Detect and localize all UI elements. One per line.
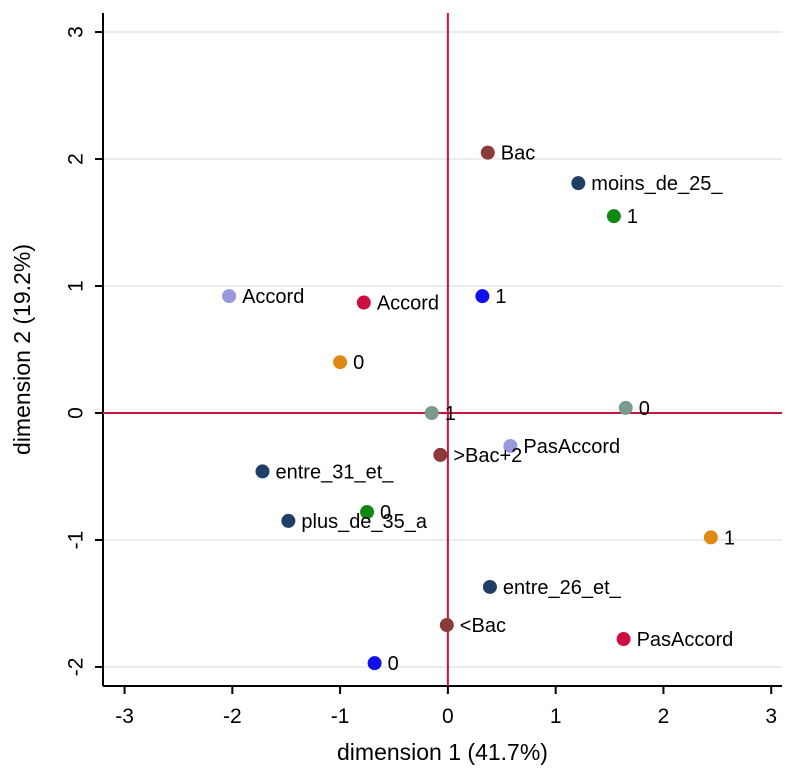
- data-point-label: Accord: [242, 286, 304, 308]
- data-point: [571, 176, 586, 191]
- data-point: [433, 447, 448, 462]
- data-point-label: moins_de_25_: [591, 173, 723, 195]
- data-point: [475, 289, 490, 304]
- data-point: [703, 530, 718, 545]
- data-point-label: >Bac+2: [453, 445, 522, 467]
- data-point-label: entre_31_et_: [276, 461, 395, 483]
- y-tick-label: -2: [65, 658, 88, 677]
- data-point: [424, 405, 439, 420]
- data-point-label: entre_26_et_: [503, 577, 622, 599]
- data-point-label: Bac: [501, 143, 535, 165]
- x-tick-label: 0: [442, 705, 454, 728]
- data-point-label: 0: [380, 502, 391, 524]
- data-point: [503, 439, 518, 454]
- x-tick-label: 1: [550, 705, 562, 728]
- y-tick-label: 1: [65, 280, 88, 292]
- data-point: [606, 209, 621, 224]
- data-point-label: 0: [639, 398, 650, 420]
- data-point-label: 0: [388, 653, 399, 675]
- data-points: Bac moins_de_25_ 1 Accord Accord 1 0 1 0 PasAccor…: [222, 143, 735, 675]
- data-point-label: 1: [445, 403, 456, 425]
- y-axis-title: dimension 2 (19.2%): [9, 244, 35, 455]
- tick-marks: -2 -1 0 1 2 3 -3 -2 -1 0 1 2 3: [65, 26, 778, 728]
- data-point-label: 0: [353, 352, 364, 374]
- grid-lines: [103, 31, 782, 668]
- data-point: [356, 295, 371, 310]
- data-point-label: PasAccord: [637, 629, 734, 651]
- x-tick-label: -1: [331, 705, 350, 728]
- y-tick-label: -1: [65, 531, 88, 550]
- x-tick-label: 3: [765, 705, 777, 728]
- data-point: [480, 145, 495, 160]
- data-point-label: PasAccord: [523, 436, 620, 458]
- reference-lines: [103, 13, 782, 686]
- y-tick-label: 0: [65, 407, 88, 419]
- data-point: [360, 505, 375, 520]
- data-point-label: <Bac: [460, 615, 506, 637]
- axes: [102, 13, 782, 687]
- x-tick-label: -2: [223, 705, 242, 728]
- data-point: [618, 400, 633, 415]
- data-point-label: plus_de_35_a: [301, 511, 428, 533]
- data-point: [439, 618, 454, 633]
- data-point: [255, 464, 270, 479]
- data-point: [616, 632, 631, 647]
- data-point: [482, 579, 497, 594]
- data-point-label: 1: [724, 527, 735, 549]
- x-tick-label: 2: [658, 705, 670, 728]
- data-point-label: 1: [495, 286, 506, 308]
- data-point: [333, 355, 348, 370]
- data-point: [281, 513, 296, 528]
- y-tick-label: 2: [65, 153, 88, 165]
- data-point: [222, 289, 237, 304]
- x-tick-label: -3: [115, 705, 134, 728]
- data-point-label: 1: [627, 206, 638, 228]
- data-point: [367, 656, 382, 671]
- y-tick-label: 3: [65, 26, 88, 38]
- data-point-label: Accord: [377, 293, 439, 315]
- x-axis-title: dimension 1 (41.7%): [337, 739, 548, 765]
